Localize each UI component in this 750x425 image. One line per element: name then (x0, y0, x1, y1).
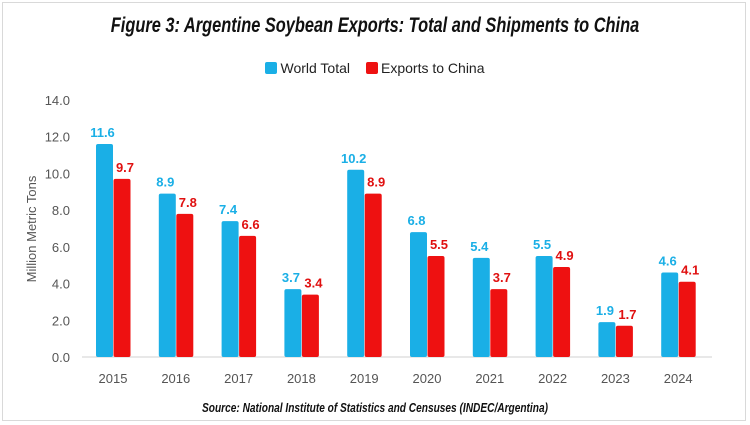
x-tick-label: 2016 (161, 371, 190, 386)
bar-world-total (347, 169, 365, 357)
legend-swatch-world-total (265, 62, 278, 74)
bar-exports-to-china (553, 267, 571, 357)
chart-title: Figure 3: Argentine Soybean Exports: Tot… (110, 14, 640, 37)
data-label: 10.2 (341, 151, 366, 166)
data-label: 1.9 (596, 303, 614, 318)
y-tick-label: 4.0 (52, 277, 70, 292)
x-tick-label: 2023 (601, 371, 630, 386)
bar-world-total (661, 272, 679, 357)
data-label: 6.6 (242, 217, 260, 232)
bar-world-total (598, 322, 616, 357)
bar-world-total (96, 144, 113, 357)
bar-world-total (535, 256, 553, 357)
y-tick-label: 2.0 (52, 313, 70, 328)
x-tick-label: 2017 (224, 371, 253, 386)
data-label: 3.7 (493, 270, 511, 285)
data-label: 1.7 (618, 307, 636, 322)
data-label: 11.6 (90, 125, 115, 140)
bar-exports-to-china (364, 193, 382, 357)
legend-label: Exports to China (381, 60, 485, 76)
bar-exports-to-china (427, 256, 445, 357)
bar-world-total (221, 221, 239, 357)
bar-exports-to-china (113, 178, 131, 357)
data-label: 7.4 (219, 202, 238, 217)
data-label: 6.8 (407, 213, 425, 228)
bar-exports-to-china (176, 213, 194, 357)
x-tick-label: 2020 (413, 371, 442, 386)
y-tick-label: 8.0 (52, 203, 70, 218)
legend-label: World Total (280, 60, 350, 76)
data-label: 3.4 (304, 276, 323, 291)
y-axis-label: Million Metric Tons (24, 175, 39, 282)
chart-source: Source: National Institute of Statistics… (202, 400, 548, 415)
data-label: 8.9 (367, 175, 385, 190)
legend-swatch-exports-to-china (366, 62, 378, 74)
x-tick-label: 2022 (538, 371, 567, 386)
y-tick-label: 6.0 (52, 240, 70, 255)
x-tick-label: 2019 (350, 371, 379, 386)
data-label: 8.9 (156, 175, 174, 190)
data-label: 4.1 (681, 263, 699, 278)
legend: World Total Exports to China (0, 60, 750, 76)
data-label: 5.5 (430, 237, 448, 252)
bar-world-total (158, 193, 176, 357)
data-label: 7.8 (179, 195, 197, 210)
data-label: 4.6 (659, 254, 677, 269)
bar-world-total (472, 257, 490, 357)
chart-frame (2, 2, 746, 421)
x-tick-label: 2021 (475, 371, 504, 386)
y-tick-label: 10.0 (45, 166, 70, 181)
data-label: 9.7 (116, 160, 134, 175)
x-tick-label: 2015 (99, 371, 128, 386)
legend-item-world-total: World Total (265, 60, 350, 76)
bar-exports-to-china (490, 289, 508, 357)
bar-exports-to-china (678, 281, 696, 357)
legend-item-exports-to-china: Exports to China (366, 60, 485, 76)
bar-world-total (284, 289, 302, 357)
y-tick-label: 12.0 (45, 130, 70, 145)
data-label: 3.7 (282, 270, 300, 285)
data-label: 5.5 (533, 237, 551, 252)
data-label: 5.4 (470, 239, 489, 254)
y-tick-label: 0.0 (52, 350, 70, 365)
bar-exports-to-china (301, 294, 319, 357)
bar-exports-to-china (615, 325, 633, 357)
bar-world-total (410, 232, 427, 357)
data-label: 4.9 (556, 248, 574, 263)
x-tick-label: 2018 (287, 371, 316, 386)
y-tick-label: 14.0 (45, 93, 70, 108)
bar-exports-to-china (239, 235, 257, 357)
x-tick-label: 2024 (664, 371, 693, 386)
